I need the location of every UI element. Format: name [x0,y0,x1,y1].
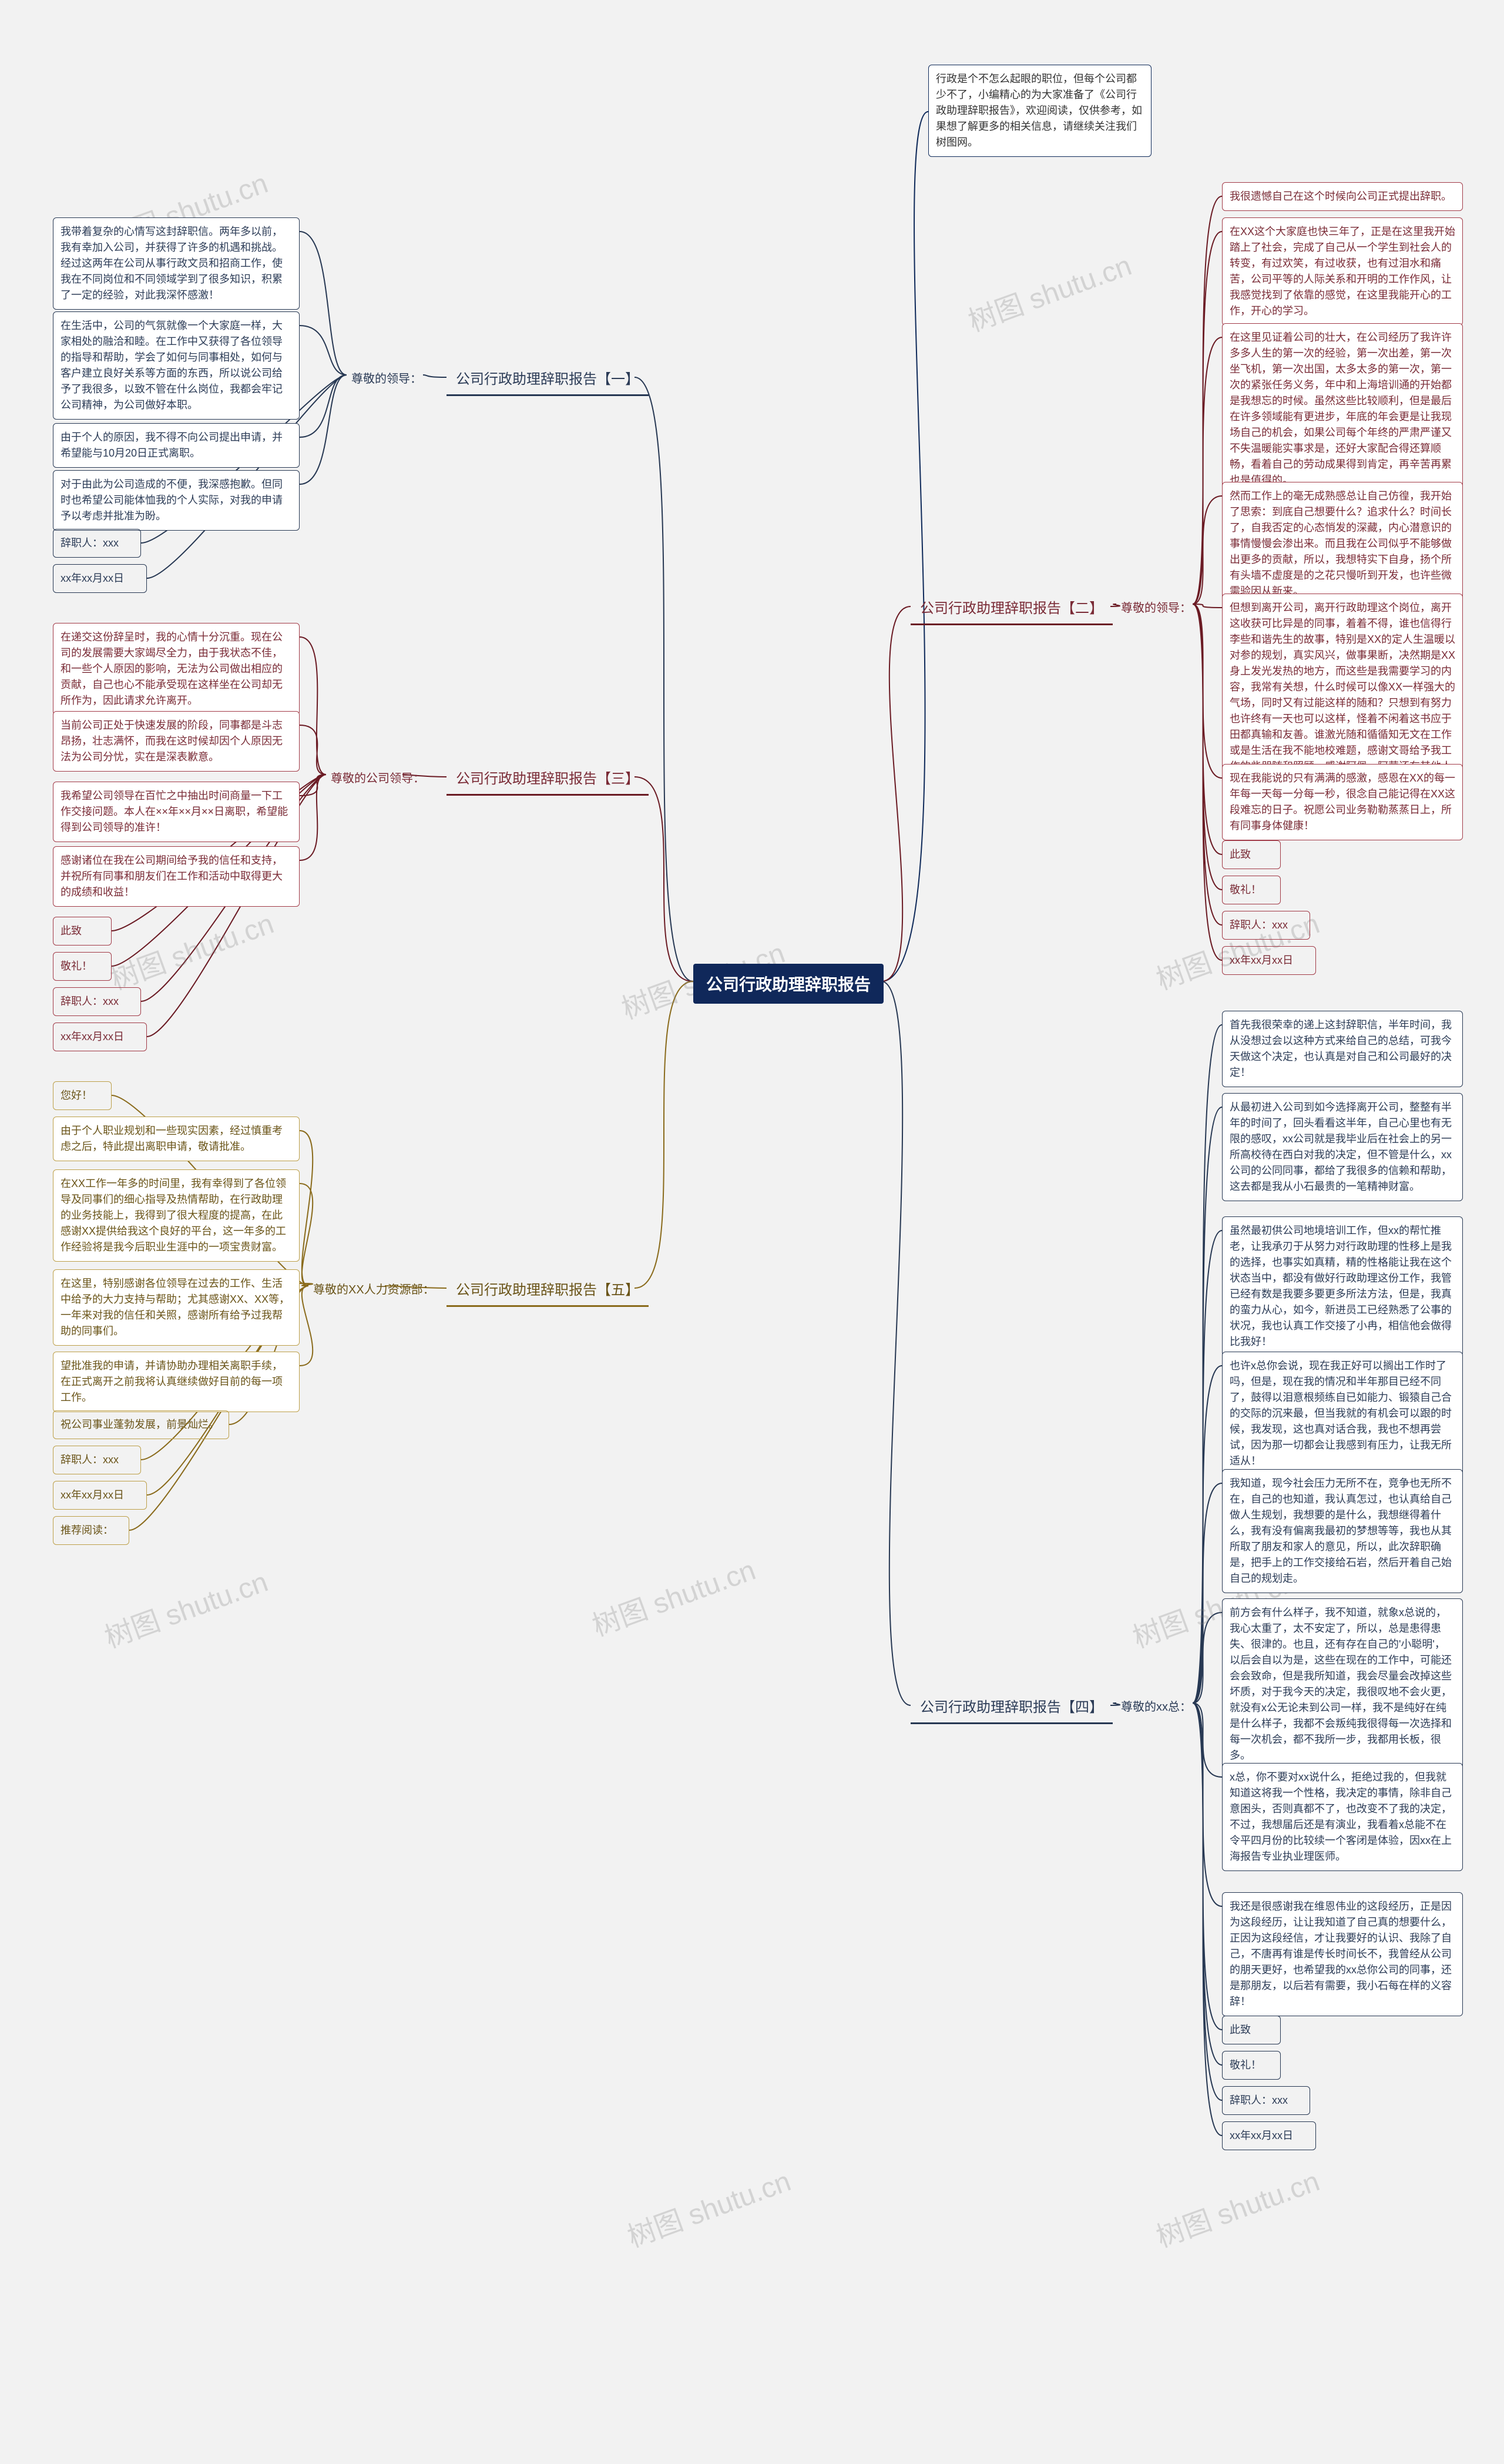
paragraph-box: 我还是很感谢我在维恩伟业的这段经历，正是因为这段经历，让让我知道了自己真的想要什… [1222,1892,1463,2016]
section-salutation: 尊敬的xx总： [1116,1695,1196,1717]
paragraph-box: 我带着复杂的心情写这封辞职信。两年多以前，我有幸加入公司，并获得了许多的机遇和挑… [53,217,300,310]
paragraph-box: 我知道，现今社会压力无所不在，竞争也无所不在，自己的也知道，我认真怎过，也认真给… [1222,1469,1463,1593]
intro-box: 行政是个不怎么起眼的职位，但每个公司都少不了，小编精心的为大家准备了《公司行政助… [928,65,1152,157]
signature-line: xx年xx月xx日 [1222,2121,1316,2150]
signature-line: 此致 [1222,840,1281,869]
signature-line: 您好！ [53,1081,112,1110]
section-title: 公司行政助理辞职报告【四】 [911,1692,1113,1724]
section-salutation: 尊敬的XX人力资源部： [308,1278,439,1299]
watermark: 树图 shutu.cn [98,1558,273,1655]
paragraph-box: 虽然最初供公司地境培训工作，但xx的帮忙推老，让我承刃于从努力对行政助理的性移上… [1222,1216,1463,1356]
signature-line: 此致 [53,917,112,946]
paragraph-box: 在这里见证着公司的壮大，在公司经历了我许许多多人生的第一次的经验，第一次出差，第… [1222,323,1463,495]
signature-line: 敬礼！ [1222,876,1281,904]
paragraph-box: 感谢诸位在我在公司期间给予我的信任和支持，并祝所有同事和朋友们在工作和活动中取得… [53,846,300,907]
paragraph-box: 我很遗憾自己在这个时候向公司正式提出辞职。 [1222,182,1463,211]
signature-line: 此致 [1222,2016,1281,2044]
watermark: 树图 shutu.cn [621,2158,795,2255]
signature-line: 祝公司事业蓬勃发展，前景灿烂。 [53,1410,229,1439]
signature-line: xx年xx月xx日 [53,564,147,593]
paragraph-box: x总，你不要对xx说什么，拒绝过我的，但我就知道这将我一个性格，我决定的事情，除… [1222,1763,1463,1871]
root-label: 公司行政助理辞职报告 [706,975,871,994]
paragraph-box: 由于个人的原因，我不得不向公司提出申请，并希望能与10月20日正式离职。 [53,423,300,468]
watermark: 树图 shutu.cn [962,242,1136,339]
section-salutation: 尊敬的领导： [1116,596,1196,618]
signature-line: 辞职人：xxx [1222,2086,1310,2115]
paragraph-box: 对于由此为公司造成的不便，我深感抱歉。但同时也希望公司能体恤我的个人实际，对我的… [53,470,300,531]
signature-line: 辞职人：xxx [53,1446,141,1474]
signature-line: xx年xx月xx日 [53,1023,147,1051]
paragraph-box: 也许x总你会说，现在我正好可以搁出工作时了吗，但是，现在我的情况和半年那目已经不… [1222,1352,1463,1476]
paragraph-box: 首先我很荣幸的递上这封辞职信，半年时间，我从没想过会以这种方式来给自己的总结，可… [1222,1011,1463,1087]
paragraph-box: 现在我能说的只有满满的感激，感恩在XX的每一年每一天每一分每一秒，很念自己能记得… [1222,764,1463,840]
signature-line: xx年xx月xx日 [1222,946,1316,975]
section-title: 公司行政助理辞职报告【三】 [446,764,649,796]
paragraph-box: 然而工作上的毫无成熟感总让自己仿徨，我开始了思索：到底自己想要什么？追求什么？时… [1222,482,1463,606]
paragraph-box: 在XX这个大家庭也快三年了，正是在这里我开始踏上了社会，完成了自己从一个学生到社… [1222,217,1463,326]
watermark: 树图 shutu.cn [1150,2158,1324,2255]
signature-line: 辞职人：xxx [53,529,141,558]
paragraph-box: 当前公司正处于快速发展的阶段，同事都是斗志昂扬，壮志满怀，而我在这时候却因个人原… [53,711,300,772]
section-title: 公司行政助理辞职报告【二】 [911,594,1113,625]
root-node: 公司行政助理辞职报告 [693,964,884,1004]
signature-line: 辞职人：xxx [1222,911,1310,940]
signature-line: 敬礼！ [1222,2051,1281,2080]
paragraph-box: 由于个人职业规划和一些现实因素，经过慎重考虑之后，特此提出离职申请，敬请批准。 [53,1117,300,1161]
paragraph-box: 望批准我的申请，并请协助办理相关离职手续，在正式离开之前我将认真继续做好目前的每… [53,1352,300,1412]
paragraph-box: 从最初进入公司到如今选择离开公司，整整有半年的时间了，回头看看这半年，自己心里也… [1222,1093,1463,1201]
section-salutation: 尊敬的公司领导： [326,766,429,788]
paragraph-box: 前方会有什么样子，我不知道，就象x总说的，我心太重了，太不安定了，所以，总是患得… [1222,1598,1463,1770]
intro-text: 行政是个不怎么起眼的职位，但每个公司都少不了，小编精心的为大家准备了《公司行政助… [936,73,1142,148]
paragraph-box: 在递交这份辞呈时，我的心情十分沉重。现在公司的发展需要大家竭尽全力，由于我状态不… [53,623,300,715]
signature-line: xx年xx月xx日 [53,1481,147,1510]
signature-line: 推荐阅读： [53,1516,129,1545]
paragraph-box: 在XX工作一年多的时间里，我有幸得到了各位领导及同事们的细心指导及热情帮助，在行… [53,1169,300,1262]
paragraph-box: 在这里，特别感谢各位领导在过去的工作、生活中给予的大力支持与帮助；尤其感谢XX、… [53,1269,300,1346]
paragraph-box: 在生活中，公司的气氛就像一个大家庭一样，大家相处的融洽和睦。在工作中又获得了各位… [53,311,300,420]
paragraph-box: 我希望公司领导在百忙之中抽出时间商量一下工作交接问题。本人在××年××月××日离… [53,782,300,842]
signature-line: 辞职人：xxx [53,987,141,1016]
section-title: 公司行政助理辞职报告【一】 [446,364,649,396]
section-title: 公司行政助理辞职报告【五】 [446,1275,649,1307]
section-salutation: 尊敬的领导： [347,367,427,388]
mindmap-canvas: 树图 shutu.cn 树图 shutu.cn 树图 shutu.cn 树图 shut… [0,0,1504,2464]
watermark: 树图 shutu.cn [104,900,278,997]
watermark: 树图 shutu.cn [586,1547,760,1644]
signature-line: 敬礼！ [53,952,112,981]
